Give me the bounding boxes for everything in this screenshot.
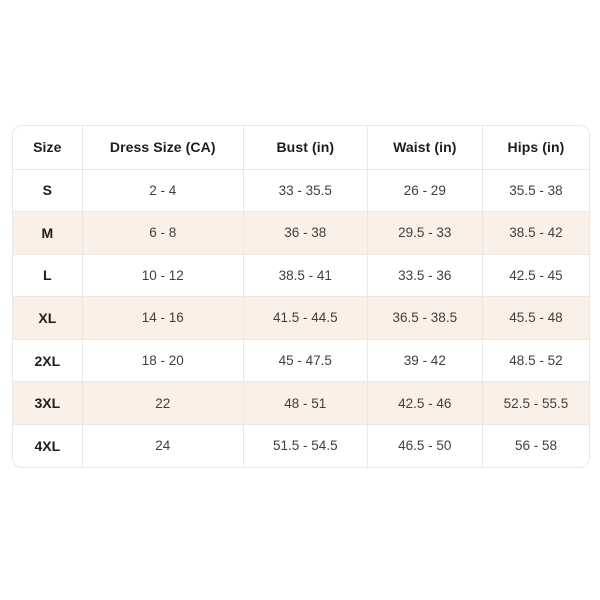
measurement-cell: 35.5 - 38 xyxy=(482,169,589,213)
measurement-cell: 41.5 - 44.5 xyxy=(243,296,368,340)
size-label-cell: XL xyxy=(13,296,83,340)
size-chart-table: Size Dress Size (CA) Bust (in) Waist (in… xyxy=(13,126,589,467)
measurement-cell: 42.5 - 45 xyxy=(482,254,589,298)
measurement-cell: 48 - 51 xyxy=(243,381,368,425)
measurement-cell: 39 - 42 xyxy=(367,339,483,383)
measurement-cell: 18 - 20 xyxy=(82,339,244,383)
size-label-cell: 3XL xyxy=(13,381,83,425)
measurement-cell: 38.5 - 41 xyxy=(243,254,368,298)
table-header: Size Dress Size (CA) Bust (in) Waist (in… xyxy=(13,126,589,170)
size-chart-card: Size Dress Size (CA) Bust (in) Waist (in… xyxy=(12,125,590,468)
size-label-cell: 2XL xyxy=(13,339,83,383)
header-hips: Hips (in) xyxy=(482,126,589,170)
measurement-cell: 48.5 - 52 xyxy=(482,339,589,383)
header-waist: Waist (in) xyxy=(367,126,483,170)
measurement-cell: 14 - 16 xyxy=(82,296,244,340)
header-dress-size: Dress Size (CA) xyxy=(82,126,244,170)
table-row: 4XL 24 51.5 - 54.5 46.5 - 50 56 - 58 xyxy=(13,424,589,467)
measurement-cell: 36 - 38 xyxy=(243,211,368,255)
size-label-cell: S xyxy=(13,169,83,213)
header-size: Size xyxy=(13,126,83,170)
measurement-cell: 29.5 - 33 xyxy=(367,211,483,255)
measurement-cell: 24 xyxy=(82,424,244,467)
header-bust: Bust (in) xyxy=(243,126,368,170)
measurement-cell: 22 xyxy=(82,381,244,425)
measurement-cell: 6 - 8 xyxy=(82,211,244,255)
measurement-cell: 36.5 - 38.5 xyxy=(367,296,483,340)
size-label-cell: 4XL xyxy=(13,424,83,467)
measurement-cell: 45 - 47.5 xyxy=(243,339,368,383)
header-row: Size Dress Size (CA) Bust (in) Waist (in… xyxy=(13,126,589,170)
measurement-cell: 42.5 - 46 xyxy=(367,381,483,425)
table-row: 2XL 18 - 20 45 - 47.5 39 - 42 48.5 - 52 xyxy=(13,339,589,383)
size-label-cell: M xyxy=(13,211,83,255)
measurement-cell: 51.5 - 54.5 xyxy=(243,424,368,467)
measurement-cell: 52.5 - 55.5 xyxy=(482,381,589,425)
size-label-cell: L xyxy=(13,254,83,298)
table-row: L 10 - 12 38.5 - 41 33.5 - 36 42.5 - 45 xyxy=(13,254,589,298)
measurement-cell: 10 - 12 xyxy=(82,254,244,298)
measurement-cell: 45.5 - 48 xyxy=(482,296,589,340)
table-row: 3XL 22 48 - 51 42.5 - 46 52.5 - 55.5 xyxy=(13,381,589,425)
measurement-cell: 46.5 - 50 xyxy=(367,424,483,467)
measurement-cell: 2 - 4 xyxy=(82,169,244,213)
table-row: XL 14 - 16 41.5 - 44.5 36.5 - 38.5 45.5 - 48 xyxy=(13,296,589,340)
measurement-cell: 33 - 35.5 xyxy=(243,169,368,213)
measurement-cell: 38.5 - 42 xyxy=(482,211,589,255)
measurement-cell: 33.5 - 36 xyxy=(367,254,483,298)
measurement-cell: 26 - 29 xyxy=(367,169,483,213)
measurement-cell: 56 - 58 xyxy=(514,438,557,454)
